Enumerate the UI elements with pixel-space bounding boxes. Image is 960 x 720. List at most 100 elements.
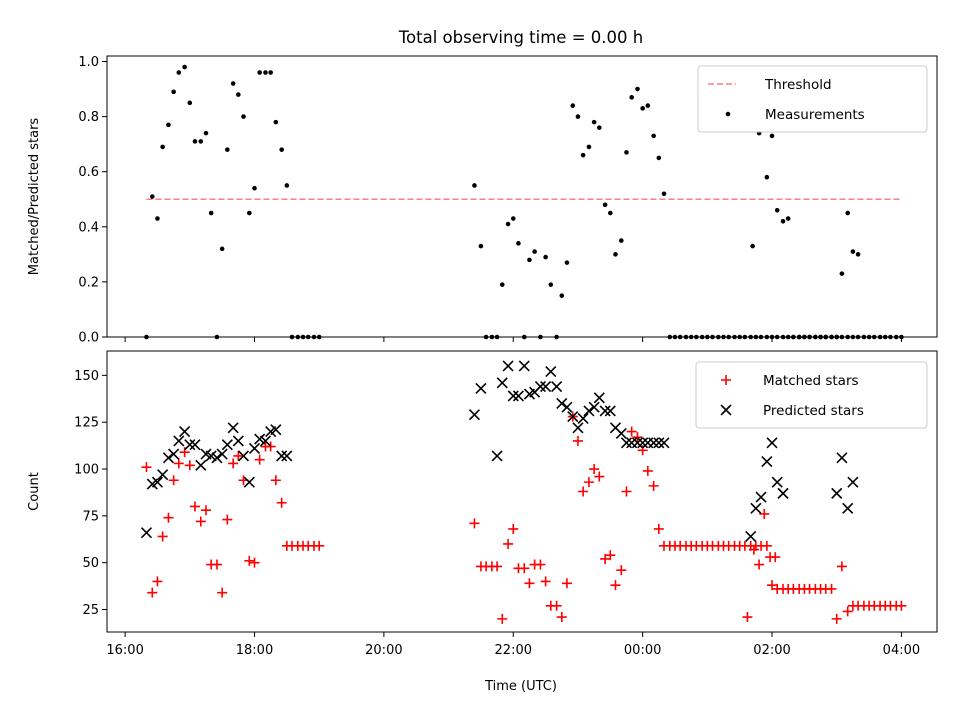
- matched-point: [503, 538, 514, 549]
- measurement-point: [203, 130, 209, 136]
- matched-point: [842, 606, 853, 617]
- measurement-point: [624, 150, 629, 155]
- matched-point: [497, 613, 508, 624]
- predicted-point: [766, 437, 778, 449]
- measurement-point: [472, 183, 477, 188]
- top-panel: 0.0 0.2 0.4 0.6 0.8 1.0 Matched/Predicted star…: [27, 55, 938, 346]
- predicted-point: [507, 390, 519, 402]
- predicted-point: [658, 437, 670, 449]
- x-tick-label: 00:00: [624, 643, 661, 658]
- matched-point: [254, 454, 265, 465]
- measurement-point: [608, 210, 613, 216]
- matched-point: [589, 464, 600, 475]
- matched-point: [492, 561, 503, 572]
- matched-point: [653, 523, 664, 534]
- x-tick-label: 16:00: [106, 643, 143, 658]
- measurement-point: [499, 282, 505, 287]
- predicted-point: [761, 455, 773, 468]
- matched-point: [141, 462, 152, 473]
- predicted-point: [162, 452, 175, 464]
- measurement-point: [149, 194, 155, 199]
- series-plus-overlay: [742, 508, 781, 623]
- series-plus: [141, 411, 907, 624]
- matched-point: [642, 465, 653, 476]
- predicted-point: [491, 450, 503, 462]
- predicted-point: [512, 390, 525, 402]
- measurement-point: [575, 114, 581, 119]
- measurement-point: [845, 210, 851, 216]
- measurement-point: [640, 106, 645, 111]
- predicted-point: [577, 412, 589, 425]
- matched-point: [748, 544, 759, 555]
- matched-point: [836, 561, 847, 572]
- legend-box: [695, 361, 928, 429]
- measurement-point: [510, 216, 516, 221]
- matched-point: [469, 518, 480, 529]
- legend-predicted-swatch: [720, 404, 732, 416]
- measurement-point: [591, 119, 597, 125]
- y-tick-label: 0.2: [78, 275, 99, 290]
- measurement-point: [192, 139, 198, 144]
- matched-point: [211, 559, 222, 570]
- matched-point: [896, 600, 907, 611]
- measurement-point: [284, 183, 290, 188]
- predicted-point: [842, 502, 854, 514]
- predicted-point: [653, 437, 665, 449]
- predicted-point: [259, 435, 272, 447]
- predicted-point: [140, 527, 153, 539]
- matched-point: [594, 471, 605, 482]
- y-tick-label: 0.4: [78, 220, 99, 235]
- predicted-point: [551, 381, 563, 393]
- predicted-point: [615, 427, 627, 439]
- measurement-point: [780, 218, 786, 224]
- measurement-point: [505, 221, 511, 227]
- predicted-point: [631, 437, 644, 449]
- measurement-point: [850, 249, 856, 254]
- y-tick-label: 25: [82, 603, 99, 618]
- predicted-point: [211, 452, 223, 464]
- matched-point: [626, 426, 637, 437]
- measurement-point: [559, 293, 565, 298]
- measurement-point: [171, 89, 176, 95]
- x-tick-label: 22:00: [495, 643, 532, 658]
- matched-point: [572, 435, 583, 446]
- x-tick-label: 18:00: [236, 643, 273, 658]
- measurement-point: [635, 86, 640, 92]
- measurement-point: [564, 260, 570, 265]
- measurement-point: [855, 252, 861, 257]
- predicted-point: [561, 401, 573, 413]
- measurement-point: [263, 70, 268, 75]
- predicted-point: [836, 452, 848, 464]
- predicted-point: [620, 437, 633, 449]
- measurement-point: [645, 103, 651, 108]
- predicted-point: [243, 476, 255, 488]
- predicted-point: [556, 397, 568, 410]
- matched-point: [770, 552, 781, 563]
- x-tick-label: 04:00: [883, 643, 920, 658]
- predicted-point: [534, 381, 547, 393]
- predicted-point: [599, 405, 611, 417]
- matched-point: [540, 576, 551, 587]
- matched-point: [616, 565, 627, 576]
- matched-point: [184, 460, 195, 471]
- predicted-point: [604, 405, 616, 417]
- matched-point: [621, 486, 632, 497]
- legend-measurement-swatch: [725, 111, 731, 117]
- measurement-point: [279, 147, 284, 152]
- predicted-point: [771, 476, 783, 488]
- measurement-point: [182, 64, 187, 70]
- measurement-point: [225, 147, 230, 152]
- measurement-point: [661, 191, 667, 197]
- matched-point: [157, 531, 168, 542]
- measurement-point: [208, 210, 214, 216]
- predicted-point: [583, 405, 595, 417]
- measurement-point: [155, 216, 160, 221]
- matched-point: [578, 486, 589, 497]
- predicted-point: [157, 469, 169, 481]
- matched-point: [583, 477, 594, 488]
- matched-point: [759, 508, 770, 519]
- legend: Threshold Measurements: [697, 65, 928, 133]
- matched-point: [519, 563, 530, 574]
- predicted-point: [518, 360, 530, 372]
